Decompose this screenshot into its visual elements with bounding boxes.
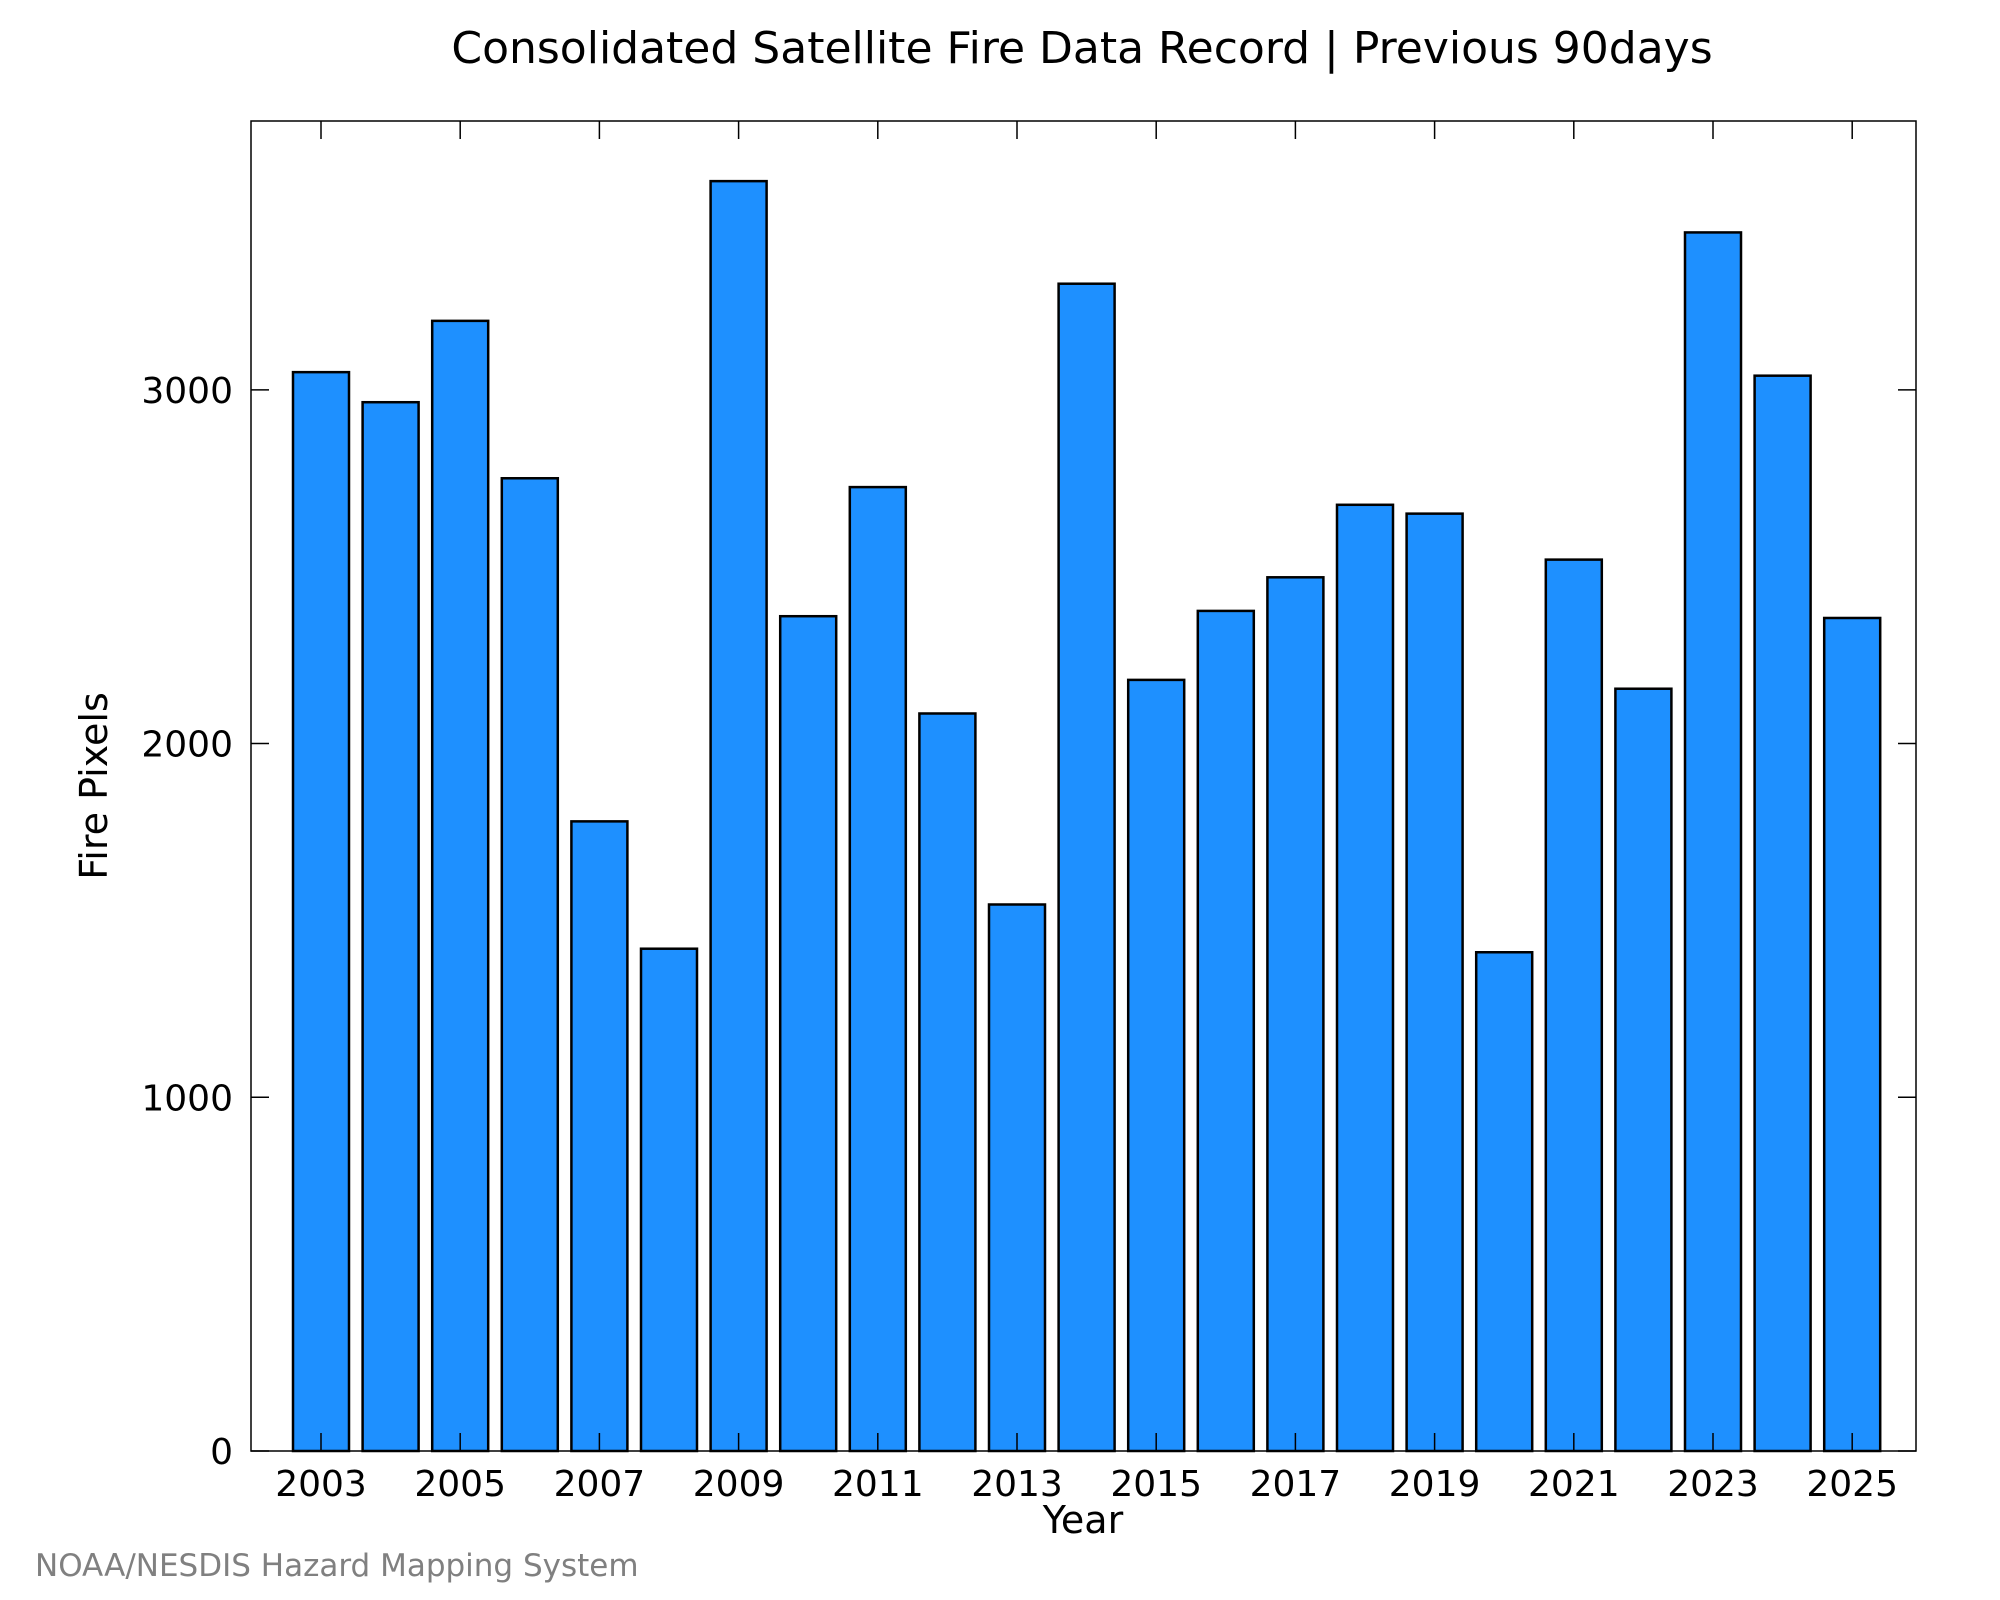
bar-2025 xyxy=(1822,616,1882,1453)
x-tick-label-2023: 2023 xyxy=(1667,1464,1759,1505)
x-axis-ticks: 2003 2005 2007 2009 2011 2013 2015 2017 2019 2021… xyxy=(275,121,1898,1505)
bars-group xyxy=(291,179,1882,1453)
y-tick-label: 0 xyxy=(210,1432,233,1473)
bar-2022 xyxy=(1614,687,1673,1453)
bar-2015 xyxy=(1126,678,1186,1453)
x-tick-label-2005: 2005 xyxy=(414,1464,506,1505)
x-tick-label-2011: 2011 xyxy=(832,1464,924,1505)
bar-2012 xyxy=(918,712,977,1453)
bar-2005 xyxy=(430,319,490,1453)
bar-2020 xyxy=(1474,951,1534,1453)
bar-2018 xyxy=(1335,503,1395,1453)
bar-2017 xyxy=(1266,576,1325,1453)
x-tick-label-2015: 2015 xyxy=(1110,1464,1202,1505)
bar-2011 xyxy=(848,485,908,1453)
x-tick-label-2013: 2013 xyxy=(971,1464,1063,1505)
bar-2019 xyxy=(1405,512,1464,1453)
y-tick-label: 3000 xyxy=(141,371,233,412)
x-tick-label-2007: 2007 xyxy=(554,1464,646,1505)
bar-2024 xyxy=(1753,374,1812,1453)
x-tick-label-2017: 2017 xyxy=(1250,1464,1342,1505)
y-tick-label: 1000 xyxy=(141,1078,233,1119)
bar-2004 xyxy=(361,400,420,1453)
y-axis-label: Fire Pixels xyxy=(72,692,116,880)
bar-2009 xyxy=(709,179,768,1453)
x-tick-label-2009: 2009 xyxy=(693,1464,785,1505)
x-axis-label: Year xyxy=(1042,1498,1124,1542)
x-tick-label-2019: 2019 xyxy=(1389,1464,1481,1505)
x-tick-label-2021: 2021 xyxy=(1528,1464,1620,1505)
bar-2023 xyxy=(1683,231,1743,1453)
bar-2016 xyxy=(1196,609,1256,1453)
bar-2008 xyxy=(639,947,699,1453)
bar-2003 xyxy=(291,370,351,1453)
x-tick-label-2003: 2003 xyxy=(275,1464,367,1505)
bar-2006 xyxy=(500,477,560,1453)
y-axis-ticks: 0 1000 2000 3000 xyxy=(141,371,1916,1473)
chart-title: Consolidated Satellite Fire Data Record … xyxy=(451,23,1712,74)
y-tick-label: 2000 xyxy=(141,725,233,766)
source-credit: NOAA/NESDIS Hazard Mapping System xyxy=(35,1548,639,1584)
bar-2021 xyxy=(1544,558,1604,1453)
bar-2007 xyxy=(570,820,629,1453)
bar-2014 xyxy=(1057,282,1116,1453)
x-tick-label-2025: 2025 xyxy=(1806,1464,1898,1505)
bar-2013 xyxy=(987,903,1047,1453)
bar-2010 xyxy=(778,614,838,1453)
